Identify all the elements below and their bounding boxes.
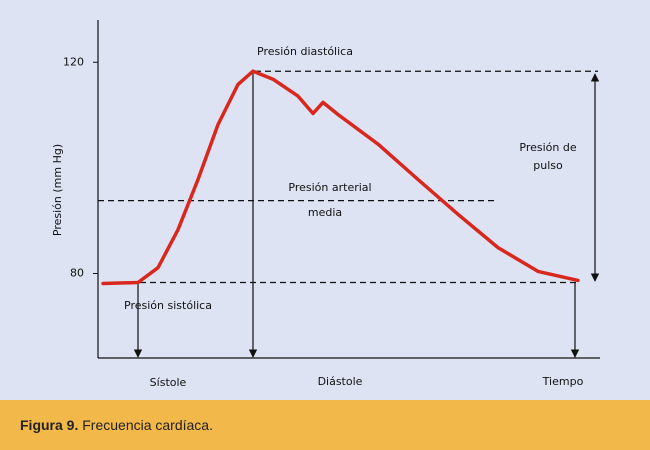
caption-text: Frecuencia cardíaca. [82, 417, 213, 433]
annotation: pulso [533, 159, 563, 172]
x-label: Diástole [318, 375, 363, 388]
pressure-curve [101, 69, 580, 286]
y-axis-label: Presión (mm Hg) [51, 144, 64, 236]
annotation: Presión diastólica [257, 45, 353, 58]
y-tick-label: 120 [63, 55, 84, 68]
background [0, 0, 650, 400]
annotation: Presión arterial [288, 181, 371, 194]
chart: Presión (mm Hg) Sístole Diástole Tiempo … [0, 0, 650, 400]
annotation: media [308, 206, 342, 219]
x-label: Sístole [150, 376, 187, 389]
caption: Figura 9. Frecuencia cardíaca. [0, 400, 650, 450]
annotation: Presión de [519, 141, 576, 154]
y-tick-label: 80 [70, 267, 84, 280]
caption-label: Figura 9. [20, 417, 79, 433]
annotation: Presión sistólica [124, 299, 212, 312]
x-label: Tiempo [542, 375, 584, 388]
